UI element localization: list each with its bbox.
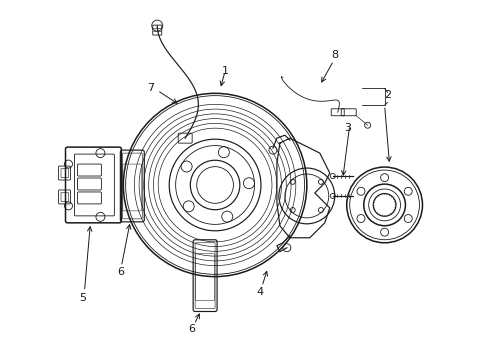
Text: 6: 6: [117, 267, 123, 276]
Text: 2: 2: [383, 90, 390, 100]
Text: 1: 1: [221, 67, 228, 76]
Text: 8: 8: [330, 50, 338, 60]
Text: 4: 4: [256, 287, 263, 297]
Text: 5: 5: [79, 293, 86, 302]
Text: 3: 3: [344, 123, 350, 133]
Text: 6: 6: [188, 324, 195, 334]
Text: 7: 7: [146, 84, 154, 93]
